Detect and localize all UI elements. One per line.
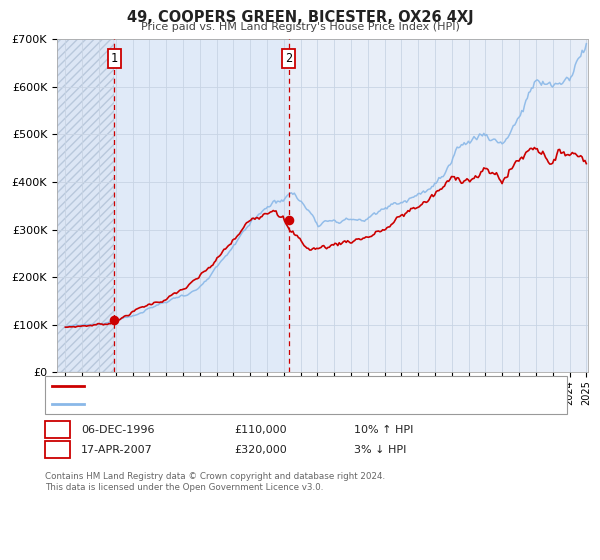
- Text: 2: 2: [285, 52, 292, 65]
- Bar: [115, 39, 289, 372]
- Text: £320,000: £320,000: [234, 445, 287, 455]
- Text: 2: 2: [54, 443, 61, 456]
- Text: 10% ↑ HPI: 10% ↑ HPI: [354, 424, 413, 435]
- Text: 49, COOPERS GREEN, BICESTER, OX26 4XJ (detached house): 49, COOPERS GREEN, BICESTER, OX26 4XJ (d…: [90, 381, 406, 391]
- Text: 1: 1: [111, 52, 118, 65]
- Text: 3% ↓ HPI: 3% ↓ HPI: [354, 445, 406, 455]
- Point: [284, 216, 293, 225]
- Bar: [57, 39, 115, 372]
- Text: This data is licensed under the Open Government Licence v3.0.: This data is licensed under the Open Gov…: [45, 483, 323, 492]
- Text: Contains HM Land Registry data © Crown copyright and database right 2024.: Contains HM Land Registry data © Crown c…: [45, 472, 385, 480]
- Text: 17-APR-2007: 17-APR-2007: [81, 445, 153, 455]
- Text: Price paid vs. HM Land Registry's House Price Index (HPI): Price paid vs. HM Land Registry's House …: [140, 22, 460, 32]
- Text: HPI: Average price, detached house, Cherwell: HPI: Average price, detached house, Cher…: [90, 399, 329, 409]
- Text: 06-DEC-1996: 06-DEC-1996: [81, 424, 155, 435]
- Text: 1: 1: [54, 423, 61, 436]
- Point: [110, 316, 119, 325]
- Bar: [57, 39, 115, 372]
- Text: 49, COOPERS GREEN, BICESTER, OX26 4XJ: 49, COOPERS GREEN, BICESTER, OX26 4XJ: [127, 10, 473, 25]
- Text: £110,000: £110,000: [234, 424, 287, 435]
